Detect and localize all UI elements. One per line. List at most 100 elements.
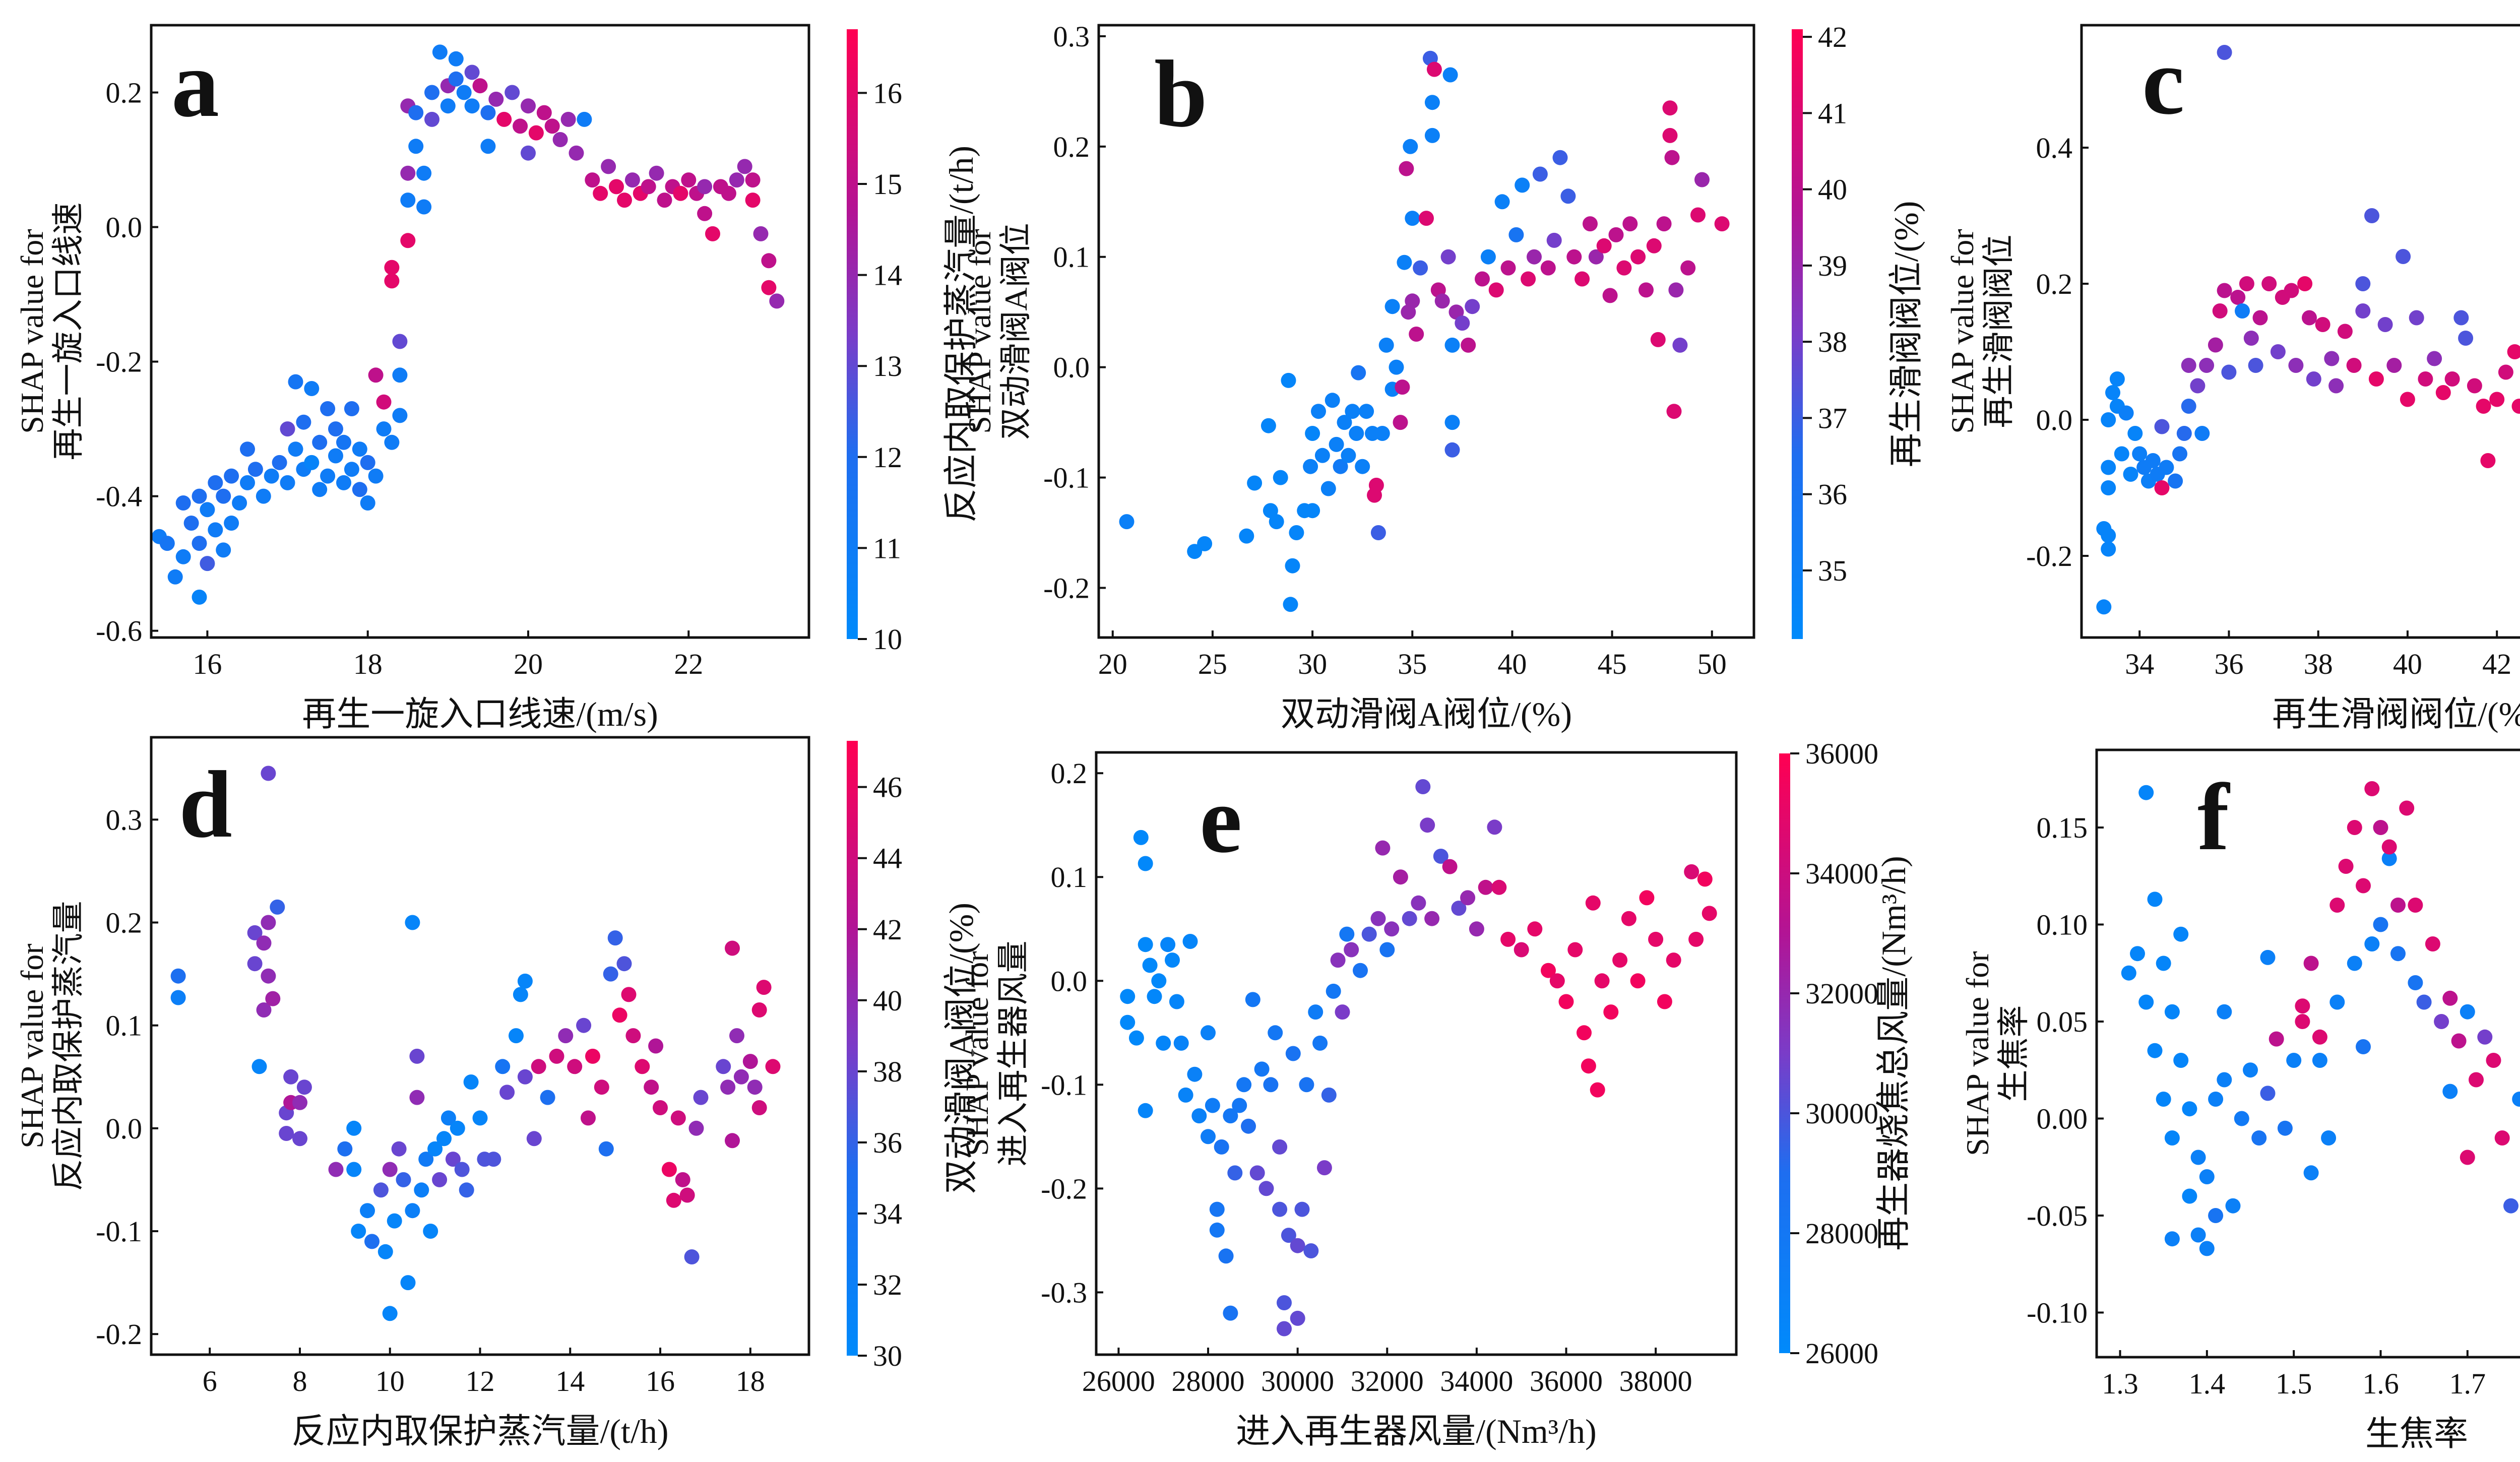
data-point	[387, 1214, 402, 1229]
data-point	[2329, 898, 2345, 913]
data-point	[513, 987, 528, 1002]
data-point	[531, 1059, 546, 1074]
data-point	[352, 482, 367, 497]
y-tick-label: -0.6	[96, 615, 142, 648]
data-point	[344, 401, 359, 416]
data-point	[2347, 956, 2362, 971]
data-point	[2436, 385, 2451, 400]
data-point	[1138, 937, 1153, 952]
data-point	[2217, 1004, 2232, 1020]
data-point	[1668, 282, 1683, 297]
data-point	[569, 146, 584, 161]
data-point	[1603, 288, 1618, 303]
colorbar-tick-label: 35	[1818, 554, 1847, 587]
data-point	[1667, 404, 1682, 419]
data-point	[432, 44, 448, 59]
data-point	[2469, 1072, 2484, 1088]
data-point	[1577, 1025, 1592, 1040]
data-point	[1515, 177, 1530, 193]
data-point	[2173, 1053, 2188, 1068]
data-point	[1277, 1321, 1292, 1337]
data-point	[545, 118, 560, 134]
data-point	[1445, 442, 1460, 458]
y-axis-label-line1: SHAP value for	[1944, 229, 1980, 433]
data-point	[2347, 820, 2362, 835]
y-tick-label: 0.05	[2037, 1005, 2088, 1038]
colorbar-tick-label: 10	[873, 623, 902, 656]
data-point	[2378, 317, 2393, 332]
colorbar-tick-label: 32000	[1805, 977, 1878, 1010]
data-point	[1478, 880, 1493, 895]
data-point	[2165, 1004, 2180, 1020]
data-point	[581, 1110, 596, 1125]
data-point	[2132, 447, 2147, 462]
data-point	[1527, 249, 1542, 265]
data-point	[360, 455, 375, 470]
data-point	[1191, 1108, 1207, 1123]
data-point	[2130, 946, 2145, 961]
y-tick-label: 0.2	[2036, 268, 2073, 300]
data-point	[378, 1244, 393, 1259]
y-tick-label: 0.0	[106, 211, 143, 244]
data-point	[1339, 927, 1354, 942]
data-point	[168, 569, 183, 585]
data-point	[1281, 373, 1296, 388]
data-point	[2148, 892, 2163, 907]
y-axis-label-line1: SHAP value for	[14, 229, 50, 433]
data-point	[1178, 1088, 1193, 1103]
data-point	[1187, 1067, 1202, 1082]
data-point	[697, 206, 712, 221]
data-point	[2199, 1169, 2215, 1184]
data-point	[635, 1059, 650, 1074]
data-point	[2356, 1039, 2371, 1054]
data-point	[2181, 399, 2196, 414]
colorbar	[847, 741, 858, 1356]
data-point	[2425, 936, 2440, 951]
data-point	[1550, 973, 1565, 988]
data-point	[1590, 1083, 1605, 1098]
x-tick-label: 1.6	[2362, 1367, 2399, 1400]
data-point	[1299, 1077, 1314, 1092]
data-point	[409, 1049, 424, 1064]
data-point	[280, 421, 295, 436]
y-tick-label: 0.4	[2036, 132, 2073, 164]
y-tick-label: 0.2	[1051, 757, 1088, 790]
data-point	[1427, 62, 1442, 77]
data-point	[1657, 994, 1672, 1009]
data-point	[1223, 1306, 1238, 1321]
data-point	[2177, 426, 2192, 441]
x-tick-label: 34	[2125, 648, 2154, 680]
data-point	[171, 990, 186, 1005]
data-point	[265, 991, 280, 1006]
data-point	[1415, 779, 1430, 794]
data-point	[414, 1182, 429, 1197]
data-point	[1553, 150, 1568, 165]
data-point	[392, 408, 407, 423]
data-point	[459, 1182, 474, 1197]
data-point	[1326, 984, 1341, 999]
data-point	[1405, 293, 1420, 308]
data-point	[2199, 1241, 2215, 1256]
data-point	[2295, 998, 2310, 1013]
data-point	[1663, 100, 1678, 115]
data-point	[2191, 1150, 2206, 1165]
data-point	[2382, 840, 2397, 855]
colorbar-tick-label: 36	[873, 1126, 902, 1159]
data-point	[1232, 1098, 1247, 1113]
data-point	[1690, 208, 1706, 223]
data-point	[2442, 1084, 2458, 1099]
data-point	[465, 98, 480, 113]
colorbar-tick-label: 26000	[1805, 1337, 1878, 1370]
plot-frame	[151, 25, 809, 638]
data-point	[328, 449, 343, 464]
data-point	[2434, 1014, 2449, 1029]
data-point	[625, 1028, 641, 1043]
data-point	[2127, 426, 2143, 441]
data-point	[465, 65, 480, 80]
data-point	[1371, 525, 1386, 540]
data-point	[1385, 299, 1400, 314]
data-point	[2101, 412, 2116, 427]
data-point	[2409, 310, 2424, 326]
data-point	[1501, 261, 1516, 276]
